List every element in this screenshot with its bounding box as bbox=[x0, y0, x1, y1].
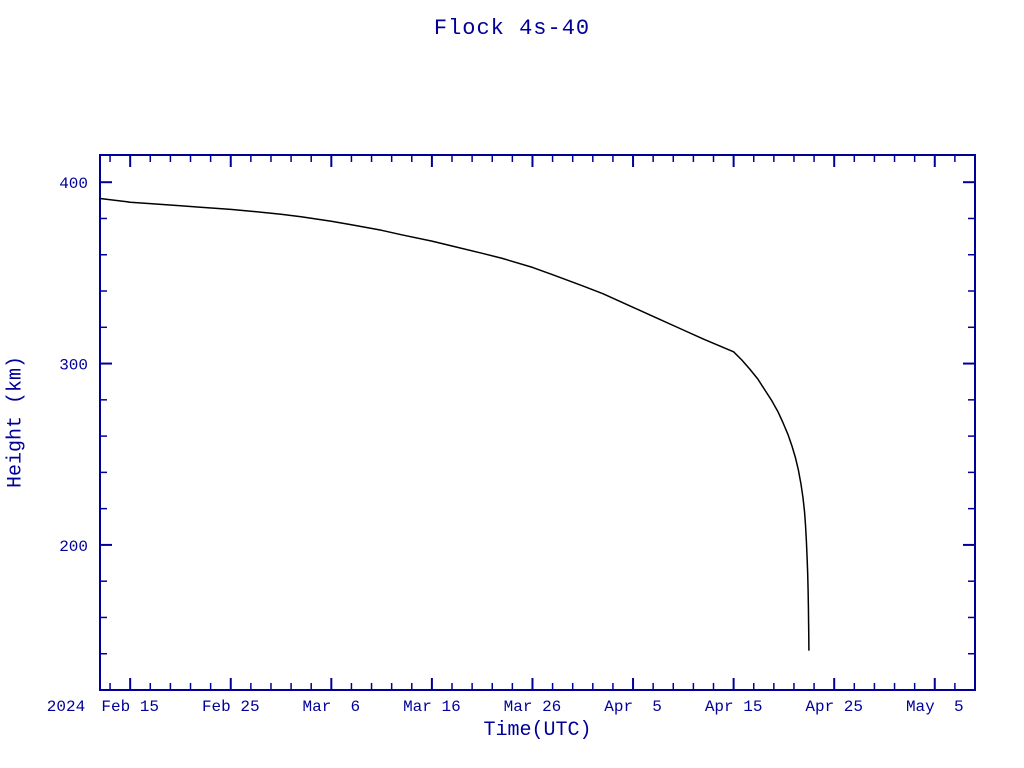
x-axis-tick-label: Apr 5 bbox=[604, 698, 662, 716]
x-axis-label: Time(UTC) bbox=[483, 719, 592, 742]
decay-curve bbox=[99, 197, 810, 651]
y-axis-tick-label: 400 bbox=[59, 175, 88, 193]
x-axis-tick-label: Feb 25 bbox=[202, 698, 260, 716]
y-axis-tick-label: 300 bbox=[59, 357, 88, 375]
plot-border bbox=[99, 154, 976, 691]
y-axis-tick-label: 200 bbox=[59, 538, 88, 556]
x-axis-tick-label: Apr 25 bbox=[805, 698, 863, 716]
x-axis-tick-label: Apr 15 bbox=[705, 698, 763, 716]
x-axis-tick-label: Mar 6 bbox=[303, 698, 361, 716]
x-axis-tick-label: Mar 26 bbox=[504, 698, 562, 716]
chart-title: Flock 4s-40 bbox=[433, 16, 591, 41]
x-axis-tick-label: Mar 16 bbox=[403, 698, 461, 716]
x-axis-tick-label: Feb 15 bbox=[101, 698, 159, 716]
year-label: 2024 bbox=[47, 698, 85, 716]
x-axis-tick-label: May 5 bbox=[906, 698, 964, 716]
